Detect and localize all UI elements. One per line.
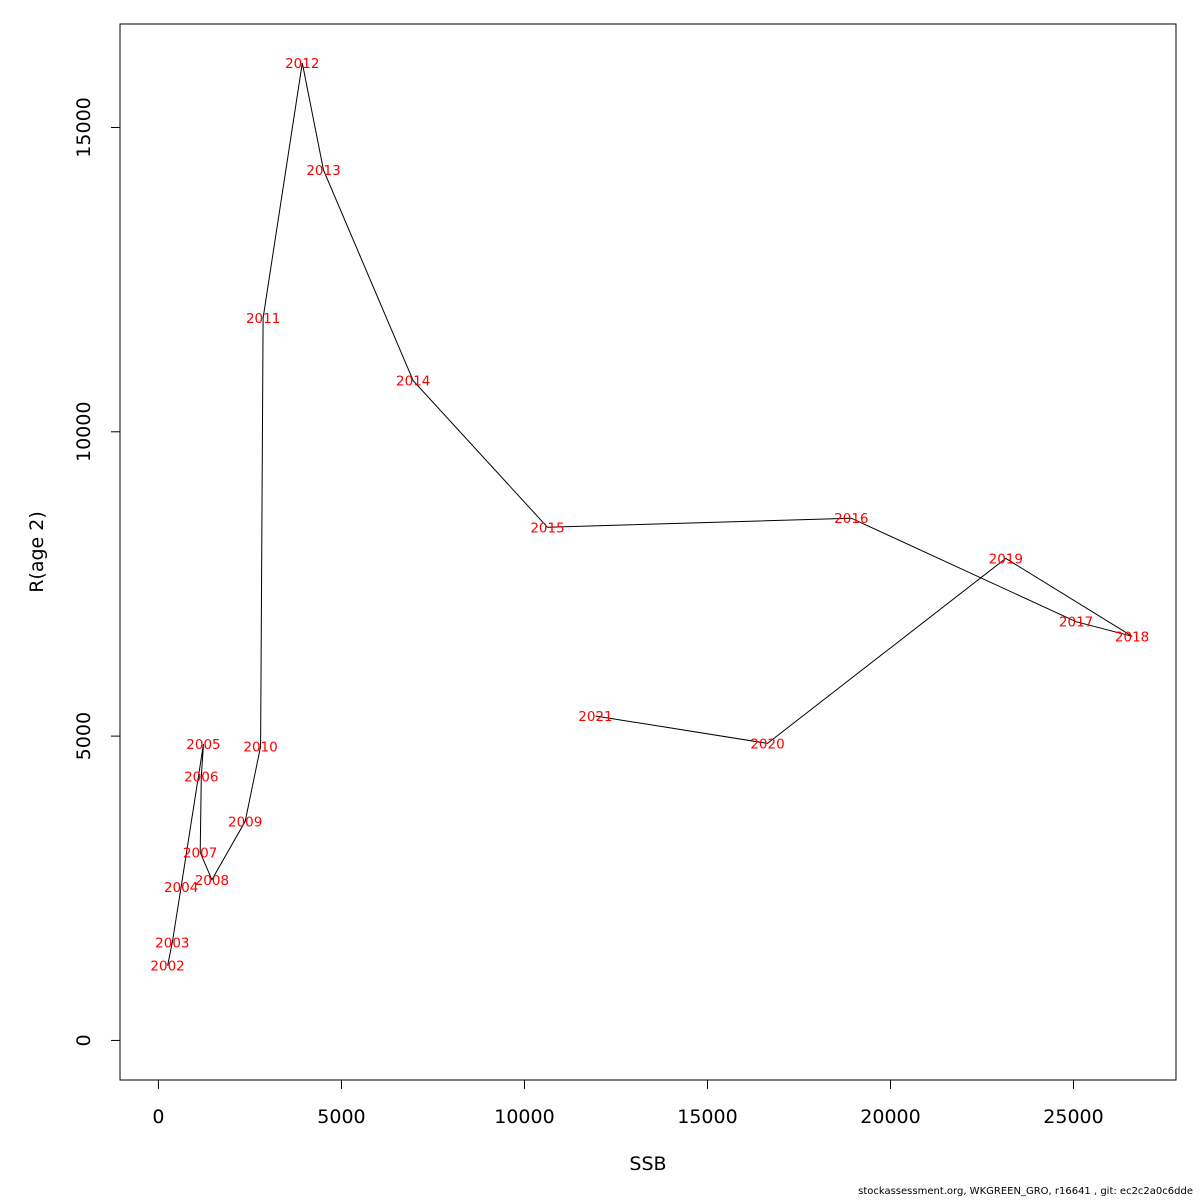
- x-tick-label: 0: [152, 1106, 164, 1128]
- x-tick-label: 10000: [494, 1106, 554, 1128]
- year-label-2017: 2017: [1059, 615, 1093, 631]
- x-tick-label: 25000: [1043, 1106, 1103, 1128]
- x-axis-title: SSB: [629, 1153, 666, 1175]
- footer-credit: stockassessment.org, WKGREEN_GRO, r16641…: [858, 1186, 1193, 1197]
- y-axis: 0 5000 10000 15000: [73, 97, 121, 1046]
- y-tick-label: 5000: [73, 712, 95, 760]
- year-label-2016: 2016: [834, 511, 868, 527]
- year-labels: 2002 2003 2004 2005 2006 2007 2008 2009 2010 2011…: [150, 56, 1149, 975]
- x-axis: 0 5000 10000 15000 20000 25000: [152, 1079, 1104, 1128]
- x-tick-label: 20000: [860, 1106, 920, 1128]
- year-label-2006: 2006: [184, 769, 218, 785]
- y-tick-label: 15000: [73, 97, 95, 157]
- year-label-2020: 2020: [750, 736, 784, 752]
- year-label-2007: 2007: [183, 845, 217, 861]
- year-label-2008: 2008: [195, 873, 229, 889]
- year-label-2004: 2004: [164, 880, 198, 896]
- year-label-2013: 2013: [306, 163, 340, 179]
- year-label-2011: 2011: [246, 311, 280, 327]
- year-label-2012: 2012: [285, 56, 319, 72]
- year-label-2005: 2005: [186, 737, 220, 753]
- y-axis-title: R(age 2): [26, 511, 48, 593]
- year-label-2019: 2019: [989, 551, 1023, 567]
- year-label-2002: 2002: [150, 959, 184, 975]
- x-tick-label: 5000: [317, 1106, 365, 1128]
- x-tick-label: 15000: [677, 1106, 737, 1128]
- year-label-2010: 2010: [243, 739, 277, 755]
- year-label-2014: 2014: [396, 374, 430, 390]
- sr-trajectory-line: [167, 62, 1133, 966]
- year-label-2015: 2015: [530, 520, 564, 536]
- year-label-2021: 2021: [578, 709, 612, 725]
- y-tick-label: 10000: [73, 402, 95, 462]
- year-label-2003: 2003: [155, 935, 189, 951]
- y-tick-label: 0: [73, 1034, 95, 1046]
- year-label-2018: 2018: [1115, 629, 1149, 645]
- year-label-2009: 2009: [228, 814, 262, 830]
